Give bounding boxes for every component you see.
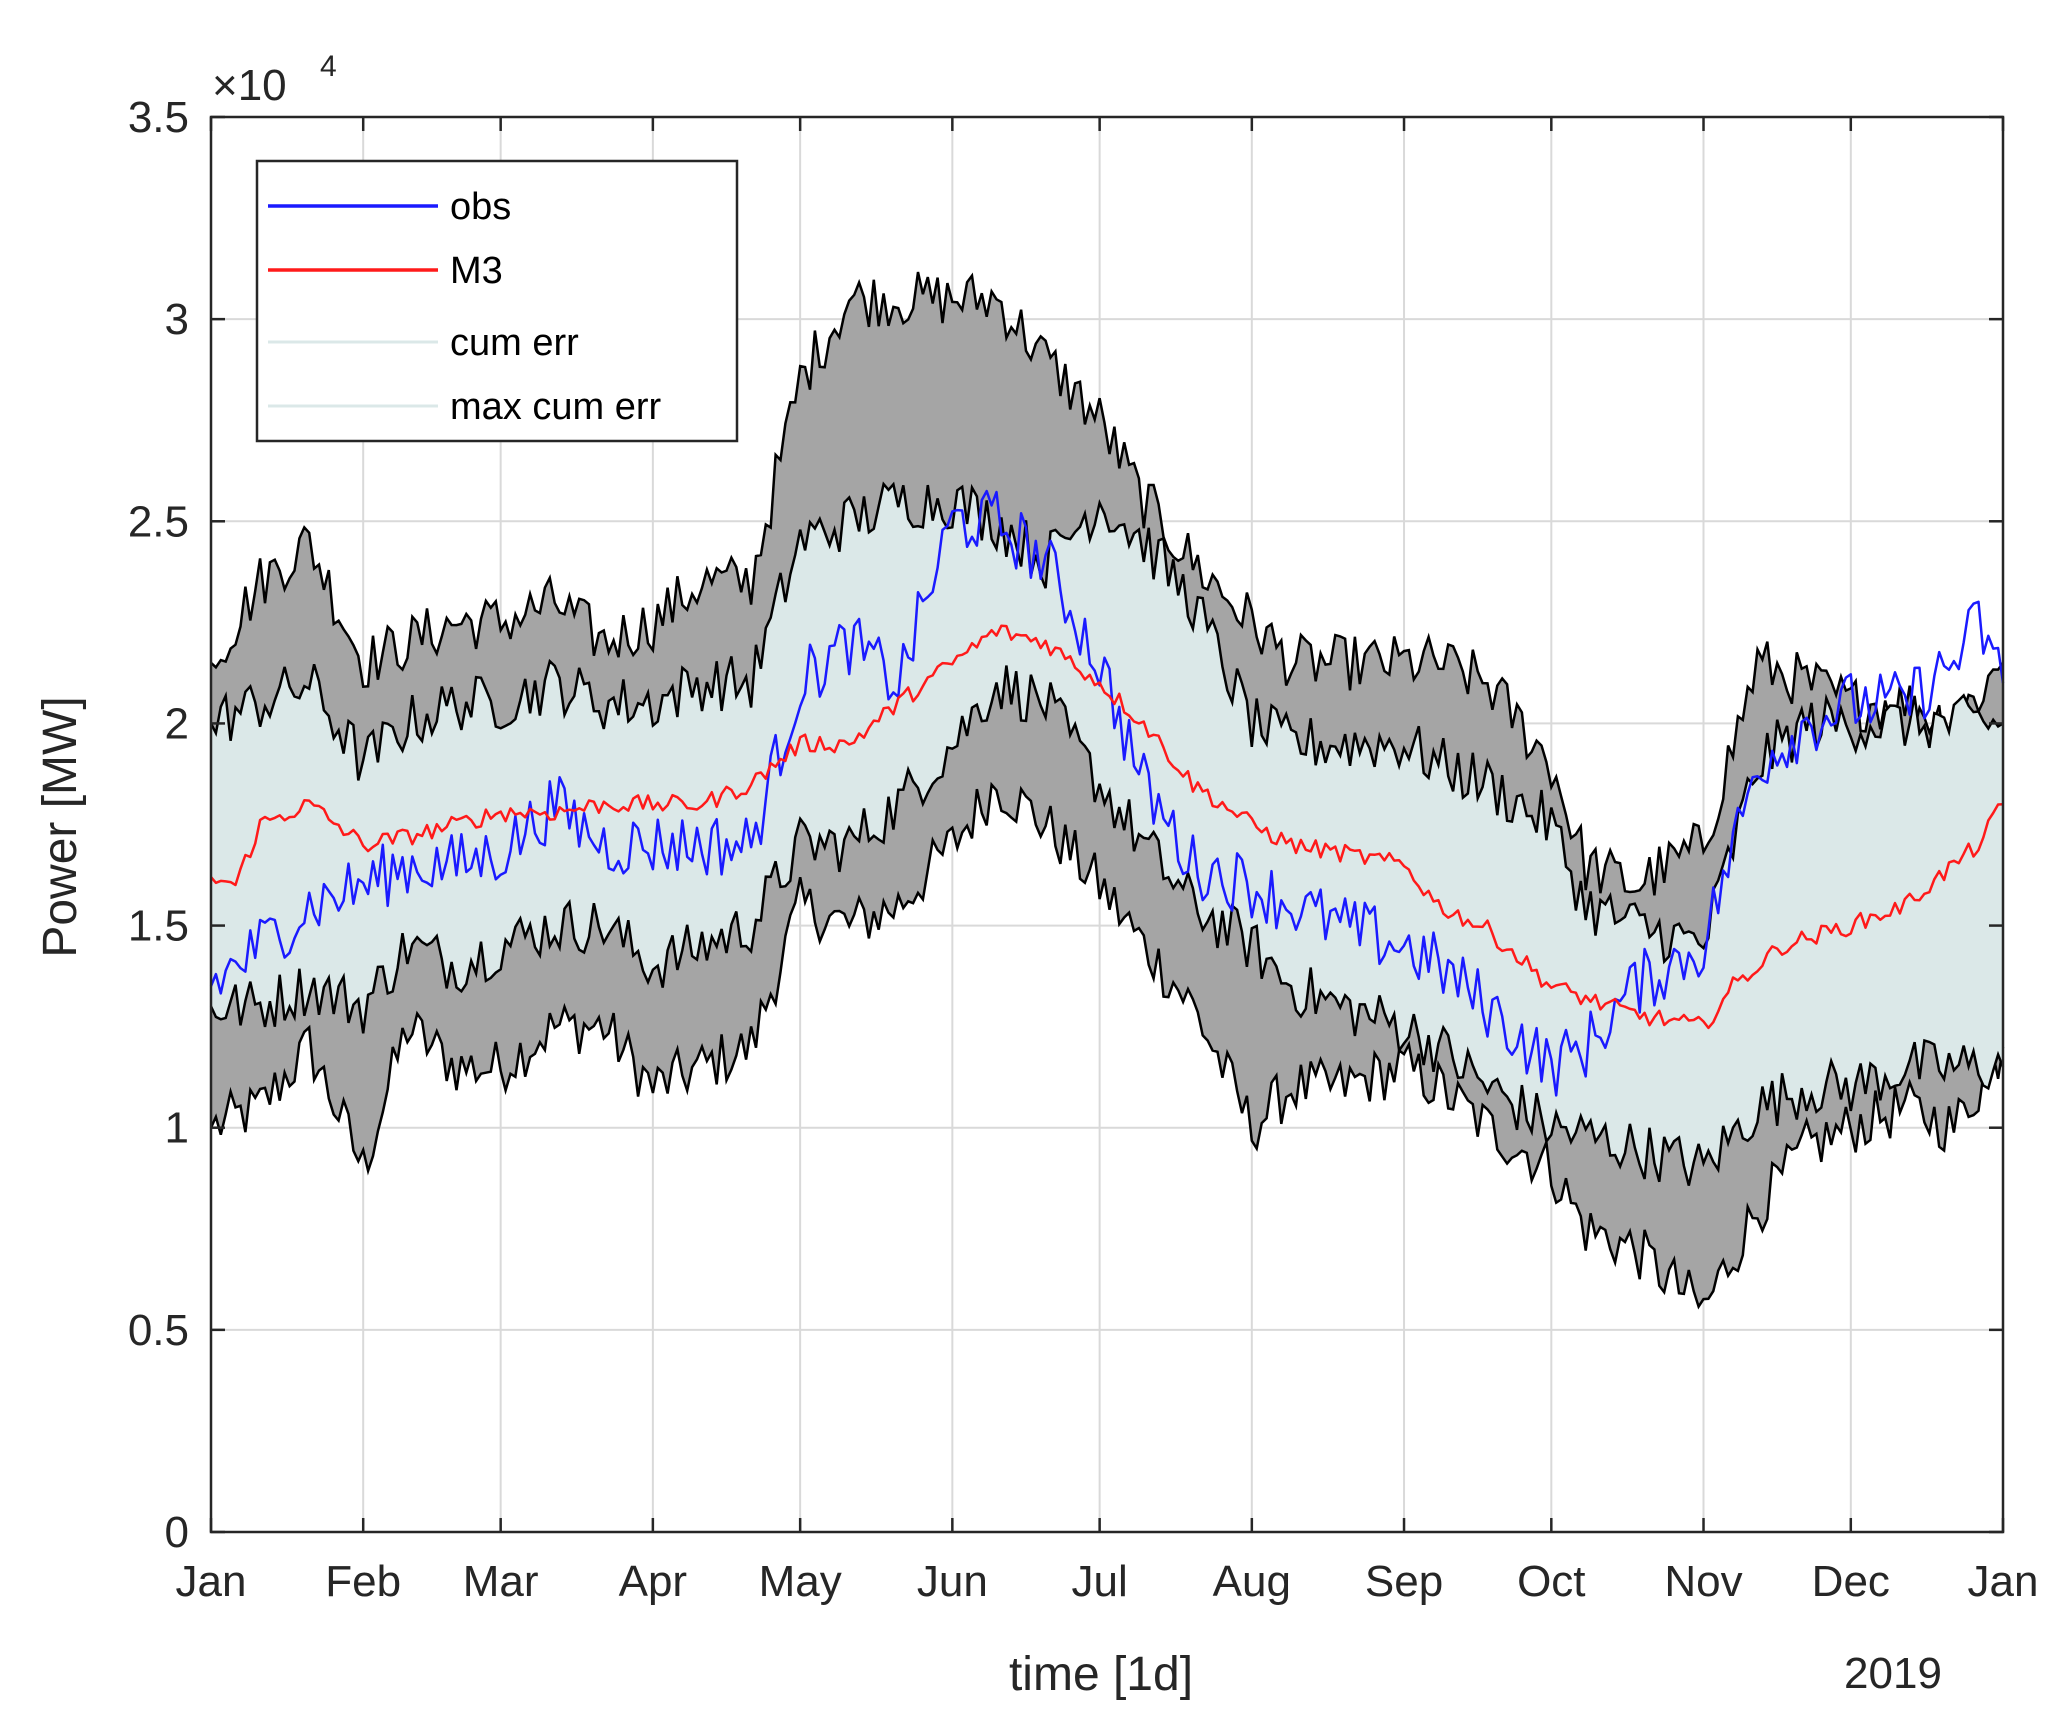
band-lower-max-cum-err: [209, 781, 2005, 1310]
x-tick-label: Sep: [1365, 1557, 1443, 1606]
y-tick-label: 3.5: [128, 93, 189, 142]
y-tick-label: 1.5: [128, 902, 189, 951]
axis-ticks: Jan Feb Mar Apr May Jun Jul Aug Sep Oct Nov Dec Jan0…: [128, 93, 2039, 1606]
legend-label-obs: obs: [450, 186, 511, 228]
x-tick-label: May: [759, 1557, 842, 1606]
legend-label-cum-err: cum err: [450, 322, 579, 364]
x-tick-label: Jan: [1968, 1557, 2039, 1606]
plot-frame: [209, 115, 2005, 1534]
y-tick-label: 0: [165, 1508, 189, 1557]
x-tick-label: Feb: [325, 1557, 401, 1606]
y-tick-label: 2: [165, 699, 189, 748]
x-tick-label: Nov: [1664, 1557, 1742, 1606]
legend-label-m3: M3: [450, 250, 503, 292]
x-axis-title: time [1d]: [1009, 1648, 1193, 1701]
x-tick-label: Jan: [176, 1557, 247, 1606]
band-upper-max-cum-err: [210, 271, 2005, 896]
series-line-obs: [209, 489, 2005, 1097]
x-tick-label: Aug: [1213, 1557, 1291, 1606]
x-tick-label: Dec: [1812, 1557, 1890, 1606]
error-bands: [209, 271, 2005, 1310]
y-axis-title: Power [MW]: [34, 696, 87, 957]
legend: obs M3 cum err max cum err: [255, 159, 739, 443]
y-exponent-power: 4: [320, 50, 337, 83]
y-tick-label: 3: [165, 295, 189, 344]
x-tick-label: Jul: [1072, 1557, 1128, 1606]
series-line-m3: [210, 624, 2004, 1030]
band-lower-cum-err: [209, 665, 2005, 1186]
band-fill-cum-err: [211, 484, 2003, 1186]
x-tick-label: Mar: [463, 1557, 539, 1606]
band-upper-cum-err: [209, 481, 2004, 965]
y-tick-label: 2.5: [128, 497, 189, 546]
year-label: 2019: [1844, 1649, 1942, 1698]
legend-label-max-cum-err: max cum err: [450, 386, 661, 428]
data-lines: [209, 489, 2005, 1097]
x-tick-label: Jun: [917, 1557, 988, 1606]
y-tick-label: 1: [165, 1104, 189, 1153]
x-tick-label: Apr: [619, 1557, 687, 1606]
y-exponent-label: ×10: [212, 61, 287, 110]
y-tick-label: 0.5: [128, 1306, 189, 1355]
x-tick-label: Oct: [1517, 1557, 1585, 1606]
